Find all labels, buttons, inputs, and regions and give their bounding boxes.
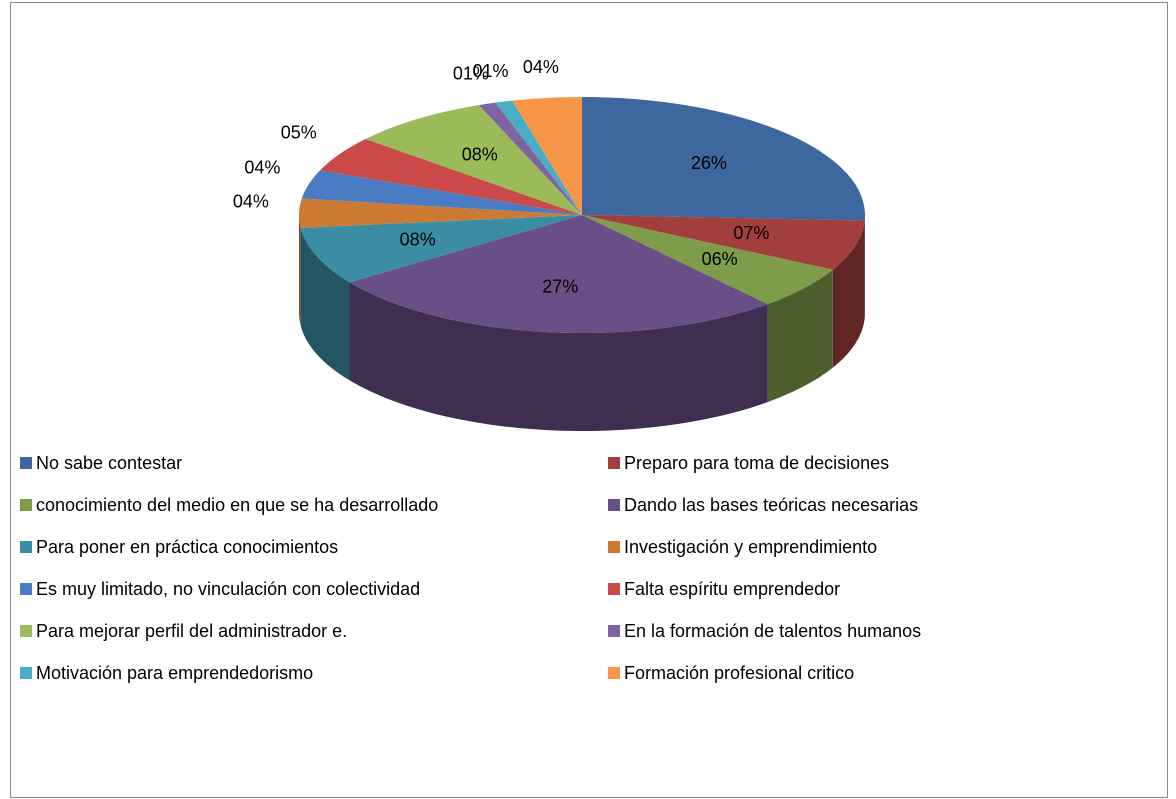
- legend-label: Formación profesional critico: [624, 663, 854, 683]
- data-label: 07%: [733, 223, 769, 243]
- pie-side: [299, 215, 301, 326]
- pie-side: [349, 282, 768, 431]
- legend-label: Investigación y emprendimiento: [624, 537, 877, 557]
- legend-swatch: [20, 457, 32, 469]
- pie-slice: [365, 105, 582, 215]
- legend-swatch: [608, 499, 620, 511]
- pie-slice: [349, 215, 768, 334]
- legend-swatch: [20, 667, 32, 679]
- pie-slice: [478, 102, 582, 215]
- legend-label: Dando las bases teóricas necesarias: [624, 495, 918, 515]
- pie-slice: [495, 100, 582, 215]
- legend-label: Preparo para toma de decisiones: [624, 453, 889, 473]
- pie-slice: [320, 138, 582, 215]
- data-labels: 26%07%06%27%08%04%04%05%08%01%01% 04%: [233, 57, 769, 297]
- pie-slice: [582, 215, 833, 305]
- legend-swatch: [608, 583, 620, 595]
- pie-side: [832, 220, 865, 368]
- legend-swatch: [608, 541, 620, 553]
- data-label: 08%: [462, 144, 498, 164]
- legend-swatch: [608, 457, 620, 469]
- pie-side: [767, 269, 833, 403]
- legend-swatch: [20, 541, 32, 553]
- data-label: 01%: [472, 61, 508, 81]
- legend-swatch: [608, 625, 620, 637]
- data-label: 06%: [702, 249, 738, 269]
- pie-slice: [301, 170, 582, 215]
- legend-label: Para poner en práctica conocimientos: [36, 537, 338, 557]
- data-label: 04%: [523, 57, 559, 77]
- legend: No sabe contestar Preparo para toma de de…: [20, 453, 921, 683]
- pie-side: [300, 227, 350, 381]
- legend-label: No sabe contestar: [36, 453, 182, 473]
- legend-label: Es muy limitado, no vinculación con cole…: [36, 579, 420, 599]
- data-label: 05%: [281, 122, 317, 142]
- pie-slice: [512, 97, 582, 215]
- data-label: 01%: [453, 64, 489, 84]
- legend-swatch: [608, 667, 620, 679]
- legend-swatch: [20, 625, 32, 637]
- legend-swatch: [20, 583, 32, 595]
- data-label: 27%: [542, 276, 578, 296]
- data-label: 26%: [691, 153, 727, 173]
- pie-slice: [300, 215, 582, 283]
- data-label: 08%: [400, 229, 436, 249]
- pie-slice: [582, 97, 865, 221]
- legend-label: En la formación de talentos humanos: [624, 621, 921, 641]
- pie-slice: [299, 198, 582, 228]
- data-label: 04%: [244, 158, 280, 178]
- legend-label: Para mejorar perfil del administrador e.: [36, 621, 347, 641]
- legend-label: Falta espíritu emprendedor: [624, 579, 840, 599]
- legend-label: conocimiento del medio en que se ha desa…: [36, 495, 438, 515]
- data-label: 04%: [233, 192, 269, 212]
- legend-label: Motivación para emprendedorismo: [36, 663, 313, 683]
- pie-slice: [582, 215, 865, 270]
- pie-sides: [299, 215, 865, 431]
- pie-tops: [299, 97, 865, 334]
- legend-swatch: [20, 499, 32, 511]
